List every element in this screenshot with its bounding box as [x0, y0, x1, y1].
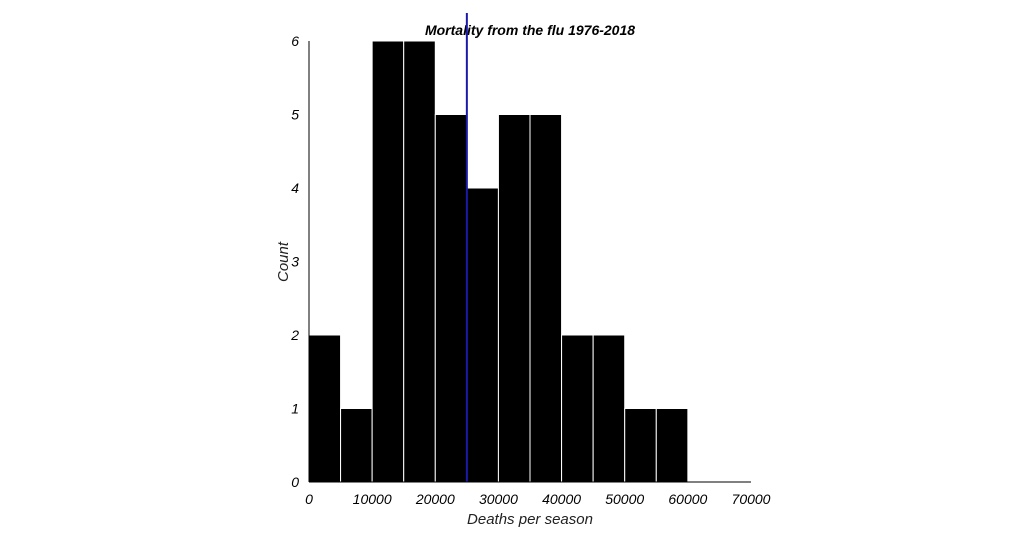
axes-group: [308, 41, 751, 483]
y-tick-label-2: 2: [290, 327, 299, 343]
x-tick-label-0: 0: [305, 491, 313, 507]
x-tick-label-7: 70000: [732, 491, 771, 507]
histogram-bar-0: [308, 334, 342, 483]
bars-group: [308, 40, 689, 483]
y-tick-label-6: 6: [291, 33, 299, 49]
x-ticks-group: 0 10000 20000 30000 40000 50000 60000 70000: [305, 491, 771, 507]
y-axis-label: Count: [275, 241, 292, 282]
y-tick-label-1: 1: [291, 401, 299, 417]
y-tick-label-3: 3: [291, 254, 299, 270]
x-tick-label-6: 60000: [668, 491, 707, 507]
y-tick-label-0: 0: [291, 474, 299, 490]
histogram-bar-4: [434, 114, 468, 483]
histogram-bar-2: [371, 40, 405, 483]
histogram-bar-6: [497, 114, 531, 483]
x-tick-label-5: 50000: [605, 491, 644, 507]
x-tick-label-2: 20000: [415, 491, 455, 507]
y-ticks-group: 0 1 2 3 4 5 6: [290, 33, 299, 490]
x-axis-label: Deaths per season: [467, 511, 593, 528]
x-tick-label-1: 10000: [353, 491, 392, 507]
histogram-bar-10: [624, 408, 657, 483]
histogram-bar-7: [529, 114, 563, 483]
x-tick-label-4: 40000: [542, 491, 581, 507]
histogram-bar-11: [655, 408, 689, 483]
chart-title: Mortality from the flu 1976-2018: [425, 22, 635, 38]
y-tick-label-5: 5: [291, 107, 299, 123]
histogram-bar-5: [466, 187, 499, 483]
y-tick-label-4: 4: [291, 180, 299, 196]
histogram-bar-9: [592, 334, 626, 483]
histogram-bar-3: [403, 40, 436, 483]
x-tick-label-3: 30000: [479, 491, 518, 507]
histogram-bar-8: [561, 334, 594, 483]
histogram-bar-1: [340, 408, 373, 483]
